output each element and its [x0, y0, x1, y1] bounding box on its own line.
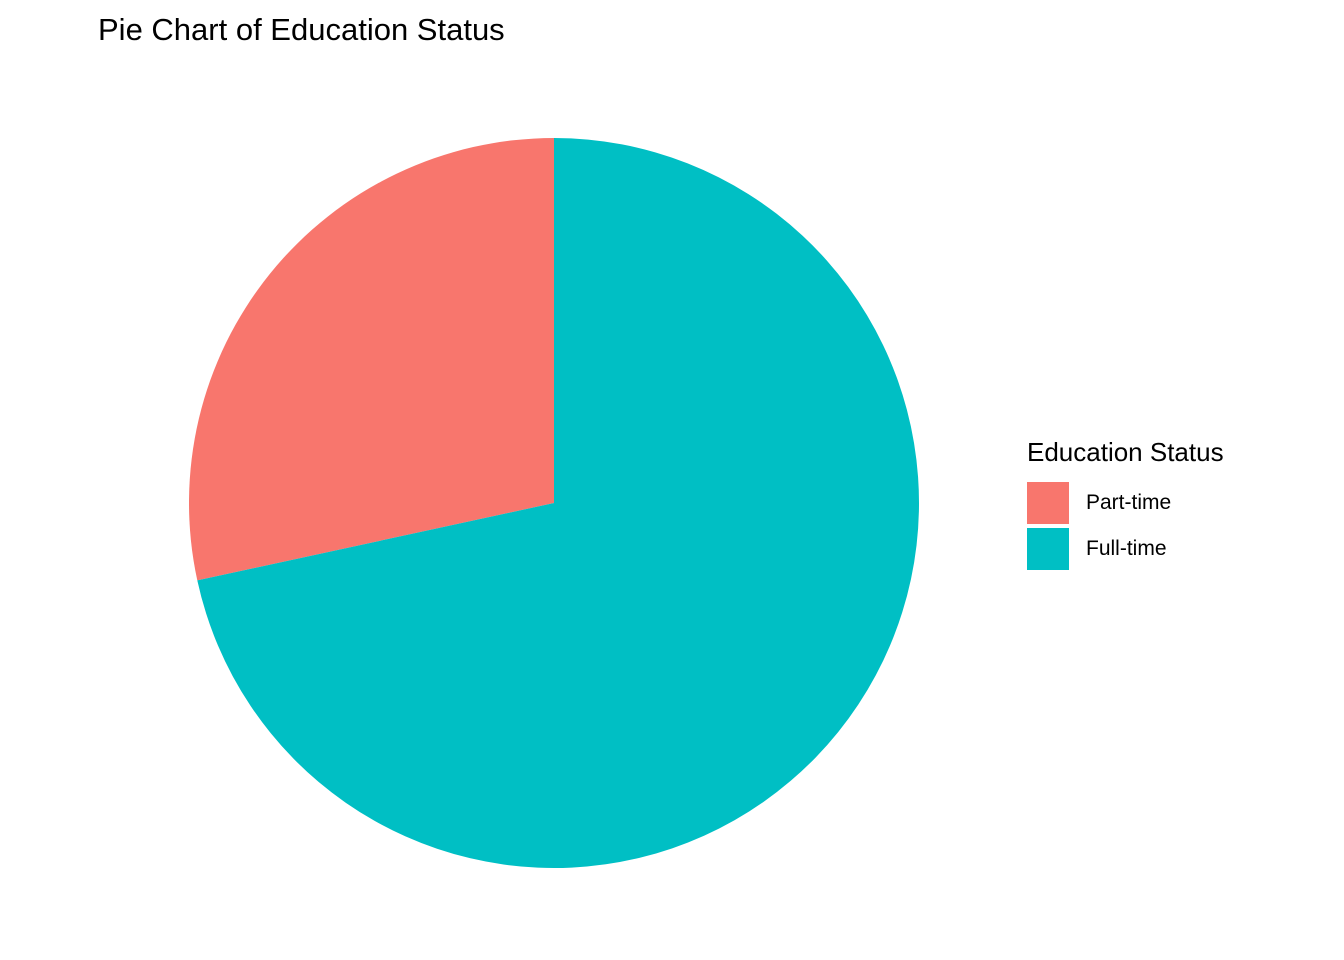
- legend-label-part-time: Part-time: [1086, 491, 1172, 514]
- legend-items: Part-time Full-time: [1027, 480, 1224, 572]
- legend-item-full-time: Full-time: [1027, 526, 1224, 572]
- legend-title: Education Status: [1027, 437, 1224, 467]
- legend-swatch-full-time: [1027, 528, 1069, 570]
- legend-swatch-part-time: [1027, 482, 1069, 524]
- legend: Education Status Part-time Full-time: [1027, 434, 1224, 572]
- legend-label-full-time: Full-time: [1086, 537, 1167, 560]
- chart-title: Pie Chart of Education Status: [98, 12, 505, 47]
- legend-item-part-time: Part-time: [1027, 480, 1224, 526]
- pie-slice-part-time: [189, 138, 554, 581]
- pie-slice-full-time: [197, 138, 919, 869]
